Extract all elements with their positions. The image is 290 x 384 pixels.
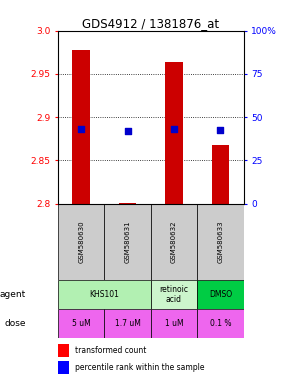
Text: dose: dose [4, 319, 26, 328]
Point [218, 127, 223, 133]
Text: percentile rank within the sample: percentile rank within the sample [75, 363, 204, 372]
Text: KHS101: KHS101 [89, 290, 119, 299]
Bar [58, 361, 69, 374]
Text: GSM580633: GSM580633 [218, 220, 223, 263]
Bar [72, 50, 90, 204]
Bar [151, 204, 197, 280]
Bar [197, 204, 244, 280]
Bar [119, 203, 136, 204]
Bar [104, 309, 151, 338]
Bar [165, 62, 183, 204]
Text: GSM580631: GSM580631 [125, 220, 130, 263]
Title: GDS4912 / 1381876_at: GDS4912 / 1381876_at [82, 17, 219, 30]
Text: 1 uM: 1 uM [165, 319, 183, 328]
Text: 1.7 uM: 1.7 uM [115, 319, 141, 328]
Text: GSM580630: GSM580630 [78, 220, 84, 263]
Text: 0.1 %: 0.1 % [210, 319, 231, 328]
Bar [104, 204, 151, 280]
Bar [197, 280, 244, 309]
Bar [58, 280, 151, 309]
Point [172, 126, 176, 132]
Bar [151, 280, 197, 309]
Bar [58, 309, 104, 338]
Bar [212, 145, 229, 204]
Text: retinoic
acid: retinoic acid [160, 285, 188, 305]
Text: transformed count: transformed count [75, 346, 146, 355]
Text: 5 uM: 5 uM [72, 319, 90, 328]
Bar [151, 309, 197, 338]
Bar [58, 344, 69, 357]
Text: DMSO: DMSO [209, 290, 232, 299]
Bar [197, 309, 244, 338]
Point [125, 128, 130, 134]
Text: agent: agent [0, 290, 26, 299]
Point [79, 126, 84, 132]
Text: GSM580632: GSM580632 [171, 221, 177, 263]
Bar [58, 204, 104, 280]
